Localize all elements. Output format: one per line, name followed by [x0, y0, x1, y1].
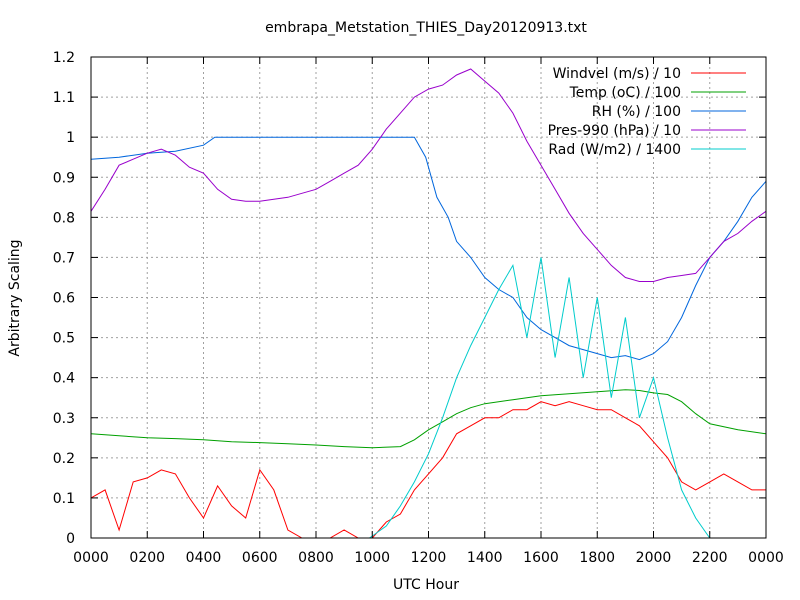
chart-title: embrapa_Metstation_THIES_Day20120913.txt	[265, 20, 587, 36]
y-tick-label: 1.1	[53, 90, 75, 106]
series-0-line	[91, 401, 766, 538]
y-tick-label: 0.2	[53, 451, 75, 467]
y-tick-label: 0.9	[53, 170, 75, 186]
y-tick-label: 0.4	[53, 371, 75, 387]
y-tick-label: 0.8	[53, 210, 75, 226]
x-tick-label: 1400	[467, 550, 503, 566]
y-tick-label: 1	[66, 130, 75, 146]
x-tick-label: 1000	[354, 550, 390, 566]
y-axis: 0 0.1 0.2 0.3 0.4 0.5 0.6 0.7 0.8 0.9 1 1.1 1.2	[53, 50, 766, 547]
y-tick-label: 0.7	[53, 250, 75, 266]
legend: Windvel (m/s) / 10 Temp (oC) / 100 RH (%) …	[548, 66, 746, 158]
series-2-line	[91, 136, 766, 361]
x-tick-label: 2200	[692, 550, 728, 566]
y-axis-title: Arbitrary Scaling	[7, 239, 23, 356]
series-0-legend-label: Windvel (m/s) / 10	[553, 66, 681, 82]
x-tick-label: 0400	[186, 550, 222, 566]
x-tick-label: 0600	[242, 550, 278, 566]
y-tick-label: 1.2	[53, 50, 75, 66]
x-tick-label: 2000	[636, 550, 672, 566]
series-1-legend-label: Temp (oC) / 100	[569, 85, 681, 101]
y-tick-label: 0.5	[53, 331, 75, 347]
x-axis-title: UTC Hour	[393, 577, 459, 593]
series-1-line	[91, 389, 766, 449]
x-tick-label: 0800	[298, 550, 334, 566]
y-tick-label: 0.1	[53, 491, 75, 507]
x-tick-label: 0000	[73, 550, 109, 566]
x-tick-label: 1200	[411, 550, 447, 566]
x-axis: 0000 0200 0400 0600 0800 1000 1200 1400 1600 1800…	[73, 57, 784, 566]
x-tick-label: 0200	[129, 550, 165, 566]
series-layer	[91, 68, 766, 538]
y-tick-label: 0	[66, 531, 75, 547]
series-3-legend-label: Pres-990 (hPa) / 10	[548, 123, 681, 139]
series-4-legend-label: Rad (W/m2) / 1400	[548, 142, 681, 158]
series-2-legend-label: RH (%) / 100	[592, 104, 681, 120]
x-tick-label: 1600	[523, 550, 559, 566]
series-4-line	[91, 257, 766, 538]
y-tick-label: 0.6	[53, 291, 75, 307]
series-3-line	[91, 68, 766, 282]
x-tick-label: 1800	[579, 550, 615, 566]
y-tick-label: 0.3	[53, 411, 75, 427]
x-tick-label: 0000	[748, 550, 784, 566]
